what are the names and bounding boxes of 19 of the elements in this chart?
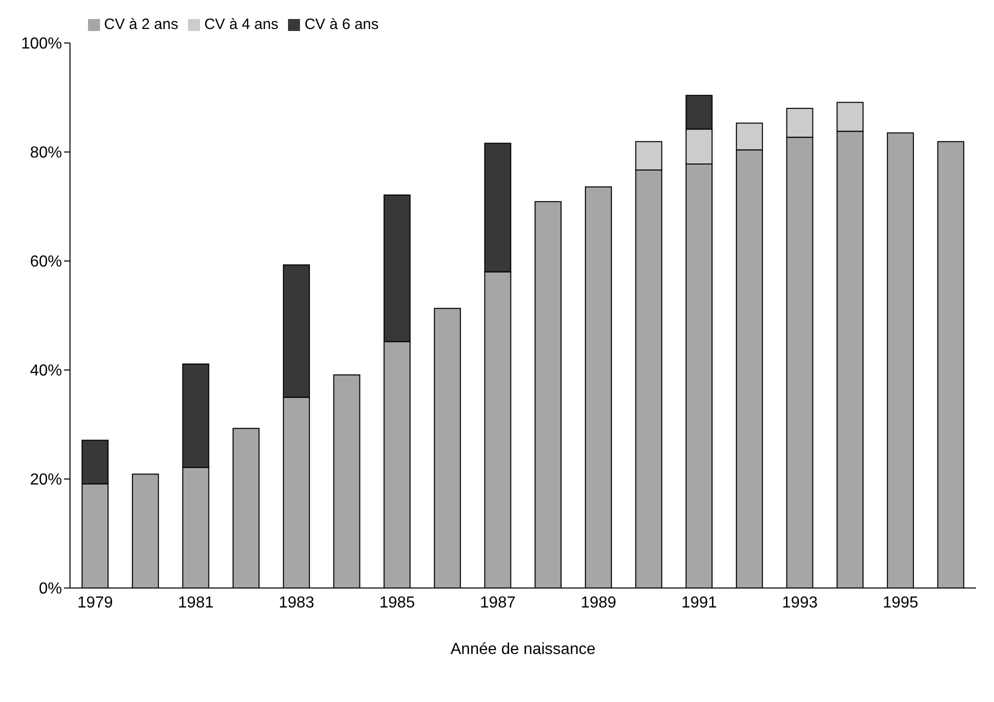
x-tick-label: 1991 [681, 594, 718, 612]
x-axis-title: Année de naissance [450, 641, 596, 658]
legend-label: CV à 2 ans [104, 16, 178, 33]
x-tick-label: 1983 [278, 594, 314, 612]
x-tick-label: 1995 [882, 594, 918, 612]
x-tick-label: 1979 [77, 594, 114, 612]
x-tick-label: 1987 [480, 594, 516, 612]
y-tick-label: 20% [30, 472, 62, 489]
x-tick-label: 1993 [782, 594, 818, 612]
x-tick-label: 1981 [178, 594, 214, 612]
y-tick-label: 0% [38, 580, 62, 598]
y-tick-label: 40% [30, 362, 62, 380]
x-tick-label: 1985 [379, 594, 416, 612]
legend-label: CV à 6 ans [304, 16, 379, 33]
x-tick-label: 1989 [580, 594, 616, 612]
y-tick-label: 80% [30, 144, 62, 162]
y-tick-label: 60% [30, 254, 62, 271]
legend-label: CV à 4 ans [204, 16, 278, 33]
y-tick-label: 100% [21, 36, 62, 53]
